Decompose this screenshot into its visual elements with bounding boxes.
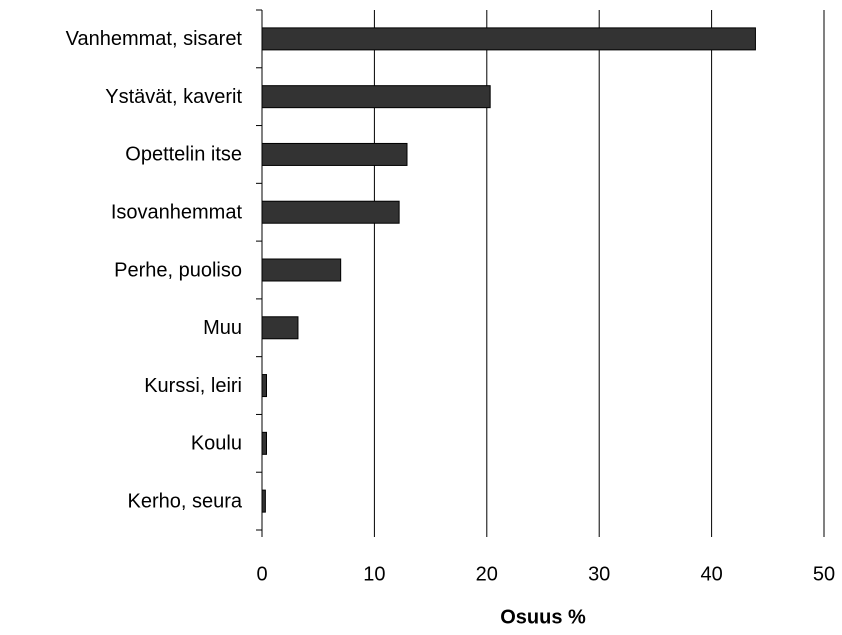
bar (261, 431, 267, 455)
bar (261, 85, 491, 109)
bar (261, 27, 756, 51)
bar (261, 316, 299, 340)
x-tick-label: 10 (363, 563, 385, 585)
y-tick-label: Kerho, seura (127, 490, 242, 512)
x-tick-label: 20 (476, 563, 498, 585)
x-tick-label: 0 (256, 563, 267, 585)
y-tick-label: Koulu (191, 433, 242, 455)
y-tick-label: Muu (203, 317, 242, 339)
y-tick-label: Opettelin itse (125, 144, 242, 166)
y-tick-label: Kurssi, leiri (144, 375, 242, 397)
y-tick-label: Isovanhemmat (111, 202, 243, 224)
x-tick-label: 30 (588, 563, 610, 585)
bar (261, 489, 266, 513)
x-tick-label: 40 (700, 563, 722, 585)
bar (261, 200, 400, 224)
bar (261, 374, 267, 398)
x-axis-label: Osuus % (500, 606, 586, 628)
x-tick-label: 50 (813, 563, 835, 585)
bar (261, 142, 408, 166)
y-tick-label: Vanhemmat, sisaret (66, 28, 243, 50)
bar (261, 258, 342, 282)
y-tick-label: Ystävät, kaverit (105, 86, 242, 108)
y-tick-label: Perhe, puoliso (114, 259, 242, 281)
